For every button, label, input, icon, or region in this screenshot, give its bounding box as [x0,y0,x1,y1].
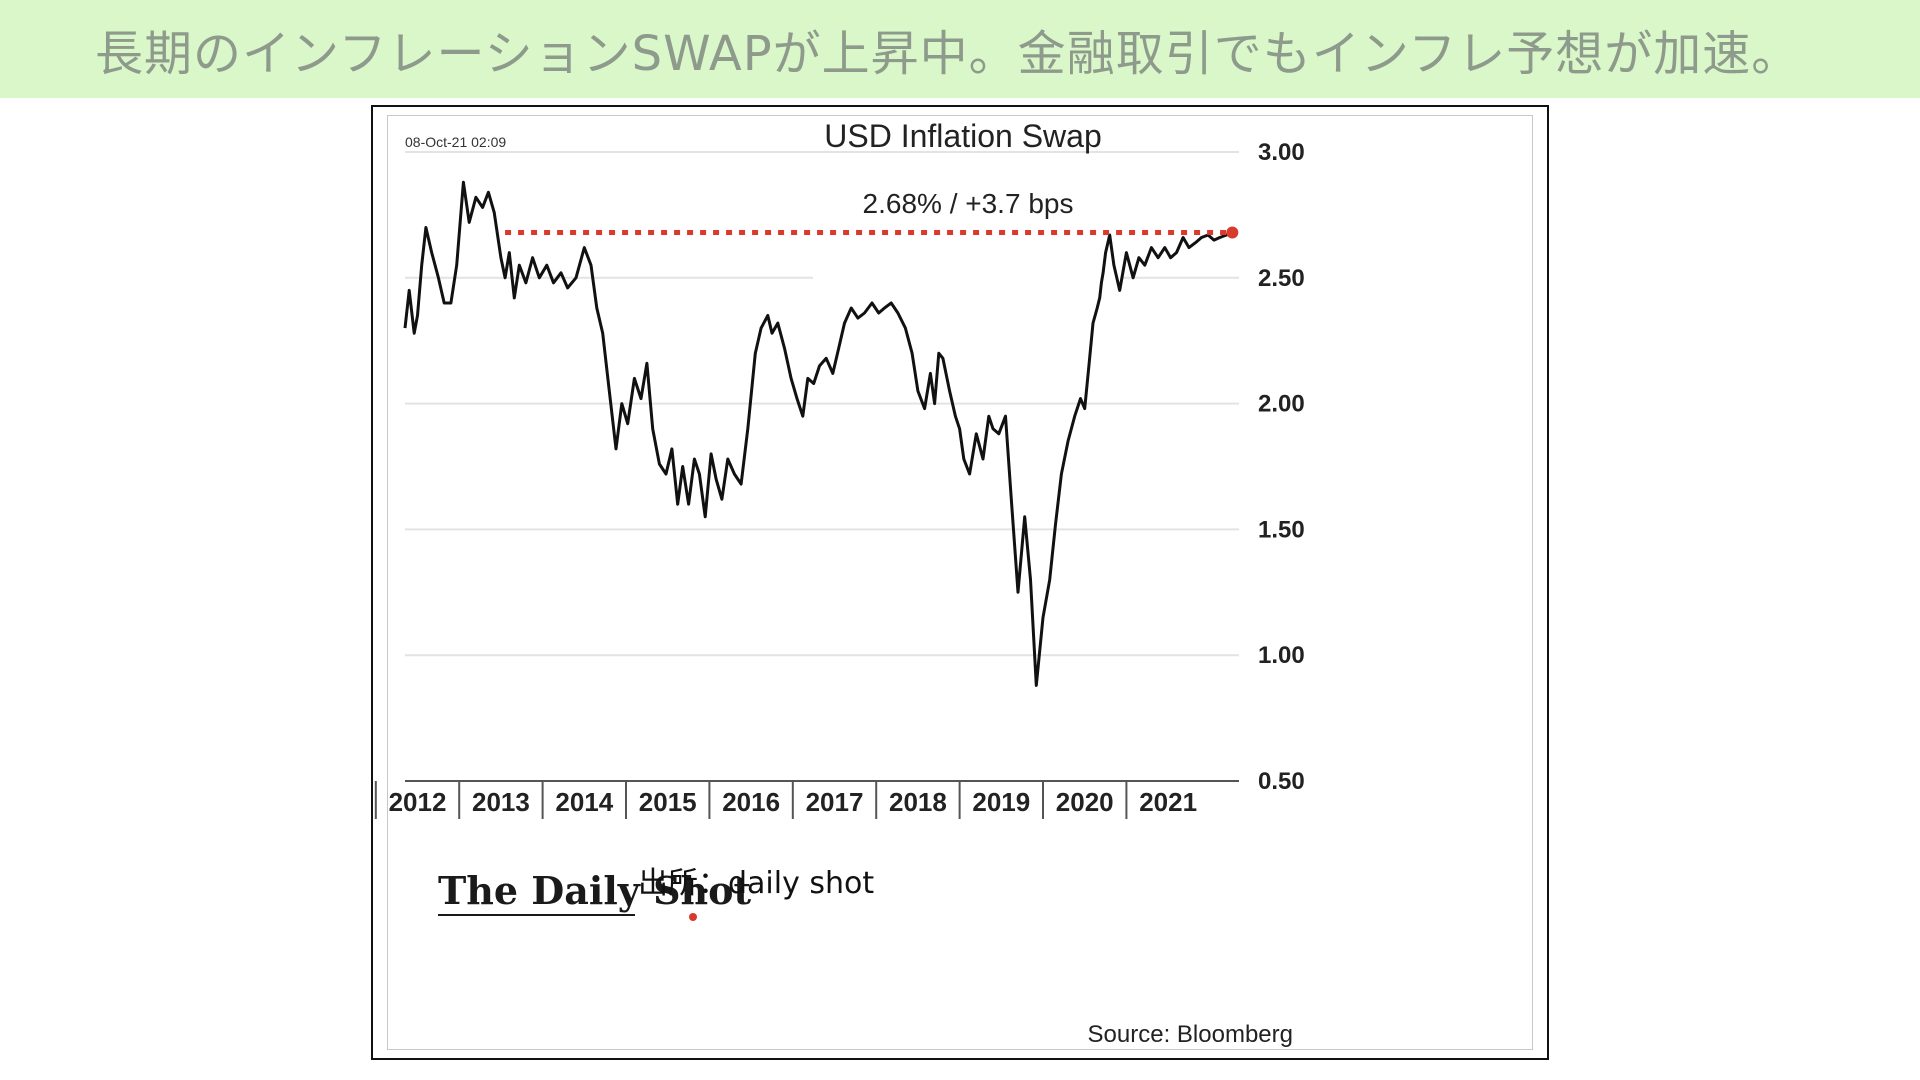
x-tick-label: 2018 [889,787,947,817]
banner-caption: 長期のインフレーションSWAPが上昇中。金融取引でもインフレ予想が加速。 [95,26,1801,82]
y-tick-label: 1.50 [1258,516,1305,543]
y-tick-label: 2.50 [1258,265,1305,292]
x-tick-label: 2012 [389,787,447,817]
x-tick-label: 2021 [1139,787,1197,817]
watermark-logo: The Daily Shot [438,868,751,913]
y-axis-ticks: 3.00 2.50 2.00 1.50 1.00 0.50 [1258,139,1305,795]
header-banner: 長期のインフレーションSWAPが上昇中。金融取引でもインフレ予想が加速。 [0,0,1920,98]
x-tick-label: 2013 [472,787,530,817]
x-tick-label: 2016 [722,787,780,817]
chart-subtitle: 2.68% / +3.7 bps [863,188,1074,219]
y-tick-label: 1.00 [1258,642,1305,669]
y-tick-label: 0.50 [1258,768,1305,795]
x-tick-label: 2020 [1056,787,1114,817]
y-tick-label: 3.00 [1258,139,1305,166]
subtitle-backdrop [813,237,1123,307]
series-line [403,180,1233,687]
watermark-dot [689,913,697,921]
gridlines [405,151,1239,657]
x-tick-label: 2017 [806,787,864,817]
chart-source: Source: Bloomberg [1088,1021,1293,1048]
chart-title: USD Inflation Swap [824,118,1101,154]
x-tick-label: 2015 [639,787,697,817]
chart-frame: 08-Oct-21 02:09 USD Inflation Swap 2.68%… [371,105,1549,1060]
chart-inner-border [387,115,1533,1050]
x-tick-label: 2019 [972,787,1030,817]
source-credit: 出所：daily shot [638,866,874,901]
y-tick-label: 2.00 [1258,391,1305,418]
x-axis: 2012 2013 2014 2015 2016 2017 2018 2019 2020 2021 [374,780,1239,819]
latest-value-marker [1226,226,1239,239]
x-tick-label: 2014 [555,787,613,817]
inflation-swap-chart: 08-Oct-21 02:09 USD Inflation Swap 2.68%… [374,118,1305,1048]
chart-timestamp: 08-Oct-21 02:09 [405,134,506,150]
